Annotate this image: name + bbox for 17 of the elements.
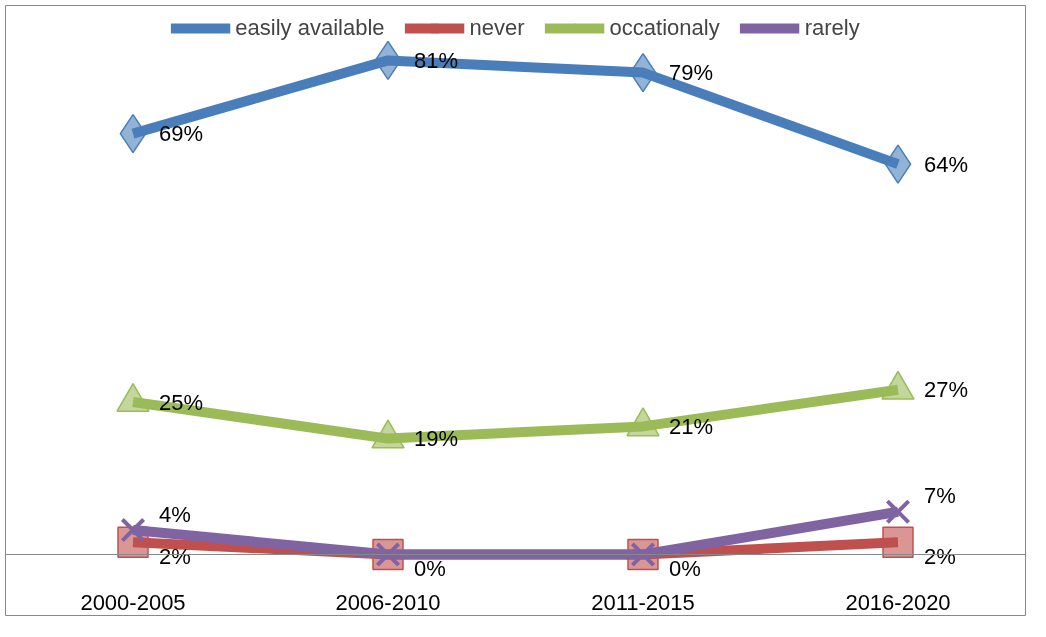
x-tick-label: 2016-2020 (845, 589, 951, 615)
data-label: 7% (924, 483, 956, 509)
data-label: 0% (669, 556, 701, 581)
legend-label: never (469, 15, 525, 41)
x-tick-label: 2006-2010 (335, 589, 441, 615)
data-label: 69% (159, 121, 204, 147)
legend-label: easily available (235, 15, 385, 41)
legend-label: rarely (804, 15, 860, 41)
point (885, 499, 911, 525)
data-label: 4% (159, 501, 191, 527)
x-tick-label: 2011-2015 (591, 589, 695, 615)
data-label: 27% (924, 377, 969, 403)
data-label: 64% (924, 151, 969, 177)
data-label: 0% (414, 556, 446, 581)
x-tick-label: 2000-2005 (80, 589, 186, 615)
legend-label: occationaly (609, 15, 720, 41)
data-label: 79% (669, 60, 714, 86)
